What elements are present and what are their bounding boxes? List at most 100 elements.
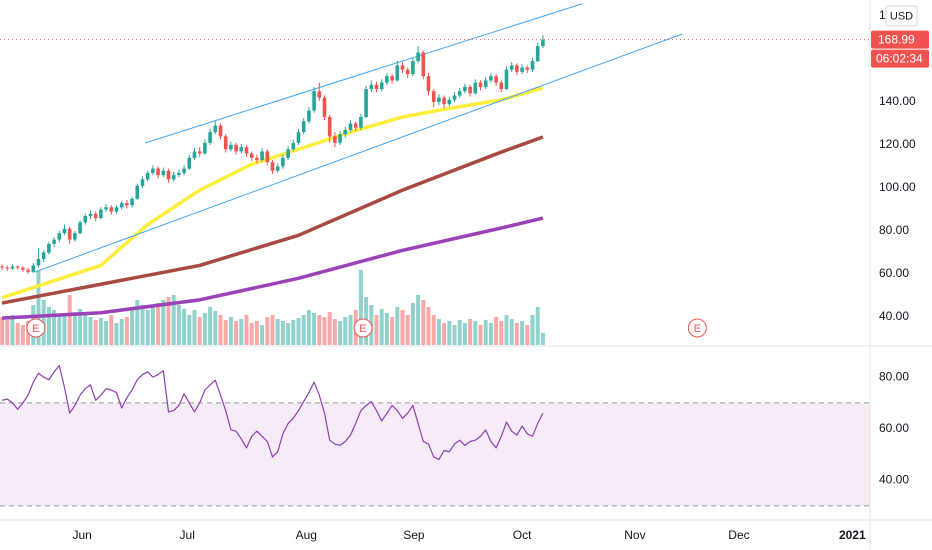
candle-body <box>83 215 88 223</box>
candle-body <box>442 97 446 105</box>
earnings-marker <box>26 318 46 338</box>
candle-body <box>296 132 301 143</box>
candle-body <box>166 170 171 180</box>
candle-body <box>208 132 212 143</box>
volume-bar <box>421 300 426 345</box>
volume-bar <box>213 311 218 345</box>
candle-body <box>5 267 10 269</box>
volume-bar <box>509 319 514 345</box>
volume-bar <box>208 307 213 345</box>
last-price-label: 168.99 <box>878 32 915 46</box>
earnings-label: E <box>32 323 39 335</box>
candle-body <box>234 144 238 152</box>
volume-bar <box>171 295 176 345</box>
volume-bar <box>46 307 51 345</box>
volume-bar <box>312 313 317 345</box>
volume-bar <box>223 320 228 345</box>
volume-bar <box>228 317 233 345</box>
rsi-tick-label: 60.00 <box>879 421 909 435</box>
volume-bar <box>535 307 540 345</box>
countdown-box <box>871 49 929 68</box>
volume-bar <box>104 321 109 345</box>
candle-body <box>520 67 524 72</box>
candle-body <box>255 157 259 161</box>
candle-body <box>541 39 545 47</box>
volume-bar <box>410 303 415 345</box>
volume-bar <box>72 312 77 345</box>
countdown-label: 06:02:34 <box>876 51 923 65</box>
x-tick-label: Jul <box>180 528 195 542</box>
candle-body <box>10 266 15 269</box>
volume-bar <box>488 323 493 345</box>
volume-bar <box>20 325 25 345</box>
candle-body <box>535 46 540 62</box>
candle-body <box>249 153 254 158</box>
volume-bar <box>254 321 259 345</box>
volume-bar <box>135 300 140 345</box>
candle-body <box>301 121 306 133</box>
trend-line <box>144 3 583 144</box>
volume-bar <box>452 325 457 345</box>
candle-body <box>119 203 124 208</box>
volume-bar <box>265 317 270 345</box>
candle-body <box>478 82 483 87</box>
candle-body <box>374 84 379 90</box>
volume-bar <box>41 300 46 345</box>
candle-body <box>281 157 285 167</box>
volume-bar <box>540 333 545 345</box>
candle-body <box>312 91 316 111</box>
candle-body <box>260 151 264 161</box>
y-tick-label: 80.00 <box>879 223 909 237</box>
candle-body <box>67 228 72 240</box>
candle-body <box>99 209 103 219</box>
candle-body <box>483 80 488 87</box>
rsi-tick-label: 80.00 <box>879 369 909 383</box>
x-tick-label: Dec <box>728 528 749 542</box>
volume-bar <box>270 315 275 345</box>
candle-body <box>307 110 311 122</box>
candle-body <box>244 147 249 154</box>
candle-body <box>286 149 290 158</box>
volume-bar <box>327 312 332 345</box>
candle-body <box>473 82 478 94</box>
volume-bar <box>140 305 145 345</box>
candle-body <box>135 185 140 199</box>
volume-bar <box>15 323 20 345</box>
candle-body <box>509 65 514 70</box>
volume-bar <box>130 310 135 345</box>
volume-bar <box>447 321 452 345</box>
candle-body <box>369 84 374 90</box>
moving-average <box>1 216 544 320</box>
volume-bar <box>98 318 103 345</box>
candle-body <box>333 136 337 143</box>
candle-body <box>379 82 384 90</box>
volume-bar <box>124 317 129 345</box>
candle-body <box>499 82 504 90</box>
candle-body <box>109 207 114 212</box>
earnings-marker <box>687 318 707 338</box>
candle-body <box>338 134 342 143</box>
volume-bar <box>119 319 124 345</box>
candle-body <box>145 172 150 180</box>
candle-body <box>426 76 431 92</box>
volume-bar <box>426 307 431 345</box>
volume-bar <box>161 300 166 345</box>
x-tick-label: Aug <box>296 528 317 542</box>
volume-bar <box>176 305 181 345</box>
candle-body <box>390 76 394 81</box>
volume-bar <box>78 309 83 345</box>
candle-body <box>322 97 327 118</box>
candle-body <box>182 168 186 173</box>
volume-bar <box>249 323 254 345</box>
candle-body <box>41 252 46 259</box>
candle-body <box>26 269 30 272</box>
candle-body <box>88 213 93 216</box>
currency-label: USD <box>890 10 913 22</box>
volume-bar <box>405 315 410 345</box>
candle-body <box>239 147 244 152</box>
candle-body <box>364 89 368 118</box>
volume-bar <box>390 317 395 345</box>
candle-body <box>156 168 160 176</box>
volume-bar <box>384 313 389 345</box>
volume-bar <box>234 321 239 345</box>
